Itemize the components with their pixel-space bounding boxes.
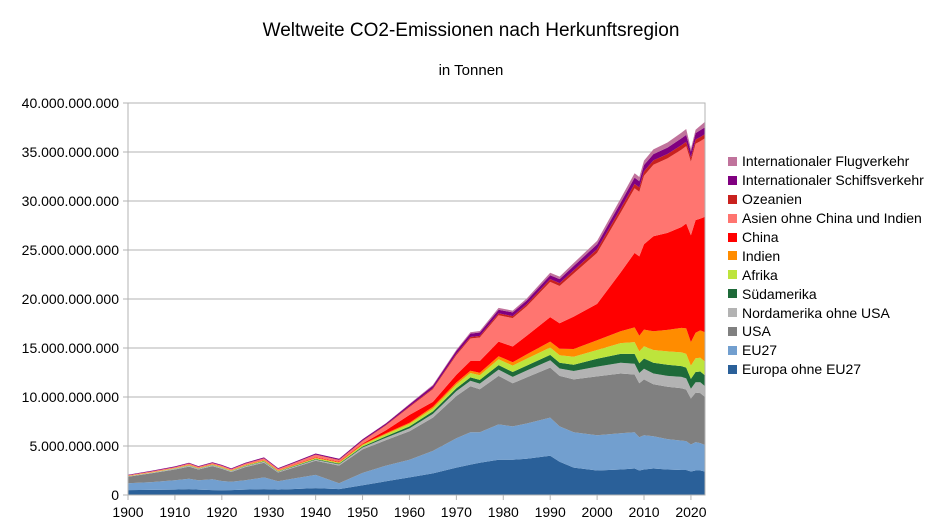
area-china: [128, 216, 705, 476]
x-tick-label: 1920: [206, 504, 237, 520]
area-europa-ohne-eu27: [128, 455, 705, 495]
legend-swatch: [728, 194, 737, 204]
legend-item: EU27: [728, 341, 924, 360]
legend-label: Nordamerika ohne USA: [742, 304, 890, 321]
legend-label: Internationaler Flugverkehr: [742, 153, 910, 170]
legend-swatch: [728, 213, 737, 223]
x-tick-label: 1950: [347, 504, 378, 520]
y-tick-label: 15.000.000.000: [22, 340, 120, 356]
area-internationaler-schiffsverkehr: [128, 127, 705, 476]
area-asien-ohne-china-und-indien: [128, 138, 705, 476]
area-afrika: [128, 342, 705, 477]
legend-item: Europa ohne EU27: [728, 360, 924, 379]
x-tick-label: 1990: [535, 504, 566, 520]
legend-swatch: [728, 308, 737, 318]
area-eu27: [128, 417, 705, 491]
legend-label: Ozeanien: [742, 191, 802, 208]
x-tick-label: 1930: [253, 504, 284, 520]
plot-frame: [127, 102, 706, 496]
legend-item: Internationaler Schiffsverkehr: [728, 171, 924, 190]
area-ozeanien: [128, 134, 705, 476]
x-tick-label: 1900: [112, 504, 143, 520]
area-indien: [128, 327, 705, 477]
area-internationaler-flugverkehr: [128, 121, 705, 475]
legend-item: USA: [728, 322, 924, 341]
x-tick-label: 1960: [394, 504, 425, 520]
legend-swatch: [728, 270, 737, 280]
legend-swatch: [728, 251, 737, 261]
x-tick-label: 1910: [159, 504, 190, 520]
legend-label: Afrika: [742, 266, 778, 283]
legend-item: Ozeanien: [728, 190, 924, 209]
chart-legend: Internationaler Flugverkehr International…: [728, 152, 924, 379]
legend-label: Südamerika: [742, 285, 817, 302]
legend-item: Asien ohne China und Indien: [728, 209, 924, 228]
x-tick-label: 1980: [488, 504, 519, 520]
legend-label: EU27: [742, 342, 778, 359]
legend-swatch: [728, 156, 737, 166]
chart-title: Weltweite CO2-Emissionen nach Herkunftsr…: [262, 20, 680, 41]
chart-subtitle: in Tonnen: [438, 62, 504, 79]
legend-item: Afrika: [728, 265, 924, 284]
axes: 0 5.000.000.000 10.000.000.000 15.000.000.0…: [22, 95, 707, 520]
y-tick-label: 0: [111, 487, 119, 503]
area-nordamerika-ohne-usa: [128, 360, 705, 477]
y-tick-label: 35.000.000.000: [22, 144, 120, 160]
area-usa: [128, 367, 705, 484]
legend-item: Indien: [728, 246, 924, 265]
x-tick-label: 1940: [300, 504, 331, 520]
legend-label: Indien: [742, 247, 781, 264]
legend-swatch: [728, 232, 737, 242]
legend-item: China: [728, 228, 924, 247]
legend-label: China: [742, 229, 779, 245]
y-tick-label: 10.000.000.000: [22, 389, 120, 405]
y-tick-label: 5.000.000.000: [29, 438, 119, 454]
x-tick-label: 1970: [441, 504, 472, 520]
y-tick-label: 25.000.000.000: [22, 242, 120, 258]
legend-item: Internationaler Flugverkehr: [728, 152, 924, 171]
legend-label: USA: [742, 323, 771, 340]
legend-item: Nordamerika ohne USA: [728, 303, 924, 322]
legend-swatch: [728, 345, 737, 355]
area-südamerika: [128, 353, 705, 477]
legend-label: Internationaler Schiffsverkehr: [742, 172, 924, 189]
x-tick-label: 2000: [582, 504, 613, 520]
y-tick-label: 20.000.000.000: [22, 291, 120, 307]
x-tick-label: 2010: [628, 504, 659, 520]
legend-label: Asien ohne China und Indien: [742, 210, 922, 227]
x-tick-label: 2020: [675, 504, 706, 520]
legend-swatch: [728, 175, 737, 185]
area-series: [128, 121, 705, 495]
legend-swatch: [728, 289, 737, 299]
legend-swatch: [728, 364, 737, 374]
legend-label: Europa ohne EU27: [742, 361, 862, 378]
y-tick-label: 40.000.000.000: [22, 95, 120, 111]
legend-swatch: [728, 326, 737, 336]
legend-item: Südamerika: [728, 284, 924, 303]
y-tick-label: 30.000.000.000: [22, 193, 120, 209]
